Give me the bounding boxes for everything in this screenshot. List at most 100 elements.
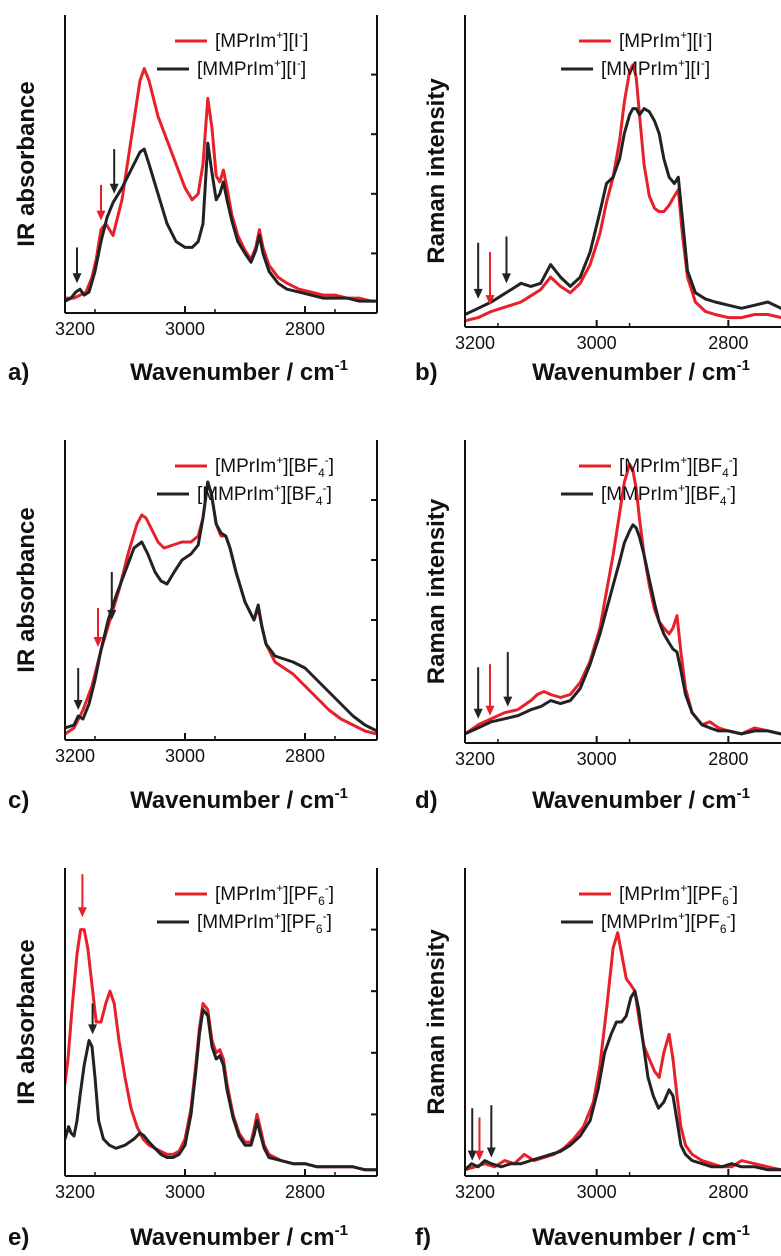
legend-end: ] bbox=[327, 912, 332, 933]
marker-arrow-head bbox=[467, 1150, 477, 1161]
x-axis-title-sup: -1 bbox=[737, 1222, 750, 1239]
x-axis-title-sup: -1 bbox=[335, 1222, 348, 1239]
x-tick-label: 3200 bbox=[55, 1182, 95, 1202]
legend-sup2: - bbox=[727, 909, 731, 923]
series-line-2 bbox=[65, 480, 377, 733]
x-tick-label: 2800 bbox=[285, 319, 325, 339]
legend-mid: ][PF bbox=[283, 884, 318, 905]
legend-entry: [MPrIm+][BF4-] bbox=[619, 453, 738, 480]
legend-mid: ][I bbox=[281, 59, 297, 80]
x-axis-title-text: Wavenumber / cm bbox=[532, 787, 737, 814]
legend-name: [MMPrIm bbox=[197, 912, 274, 933]
x-tick-label: 2800 bbox=[285, 746, 325, 766]
y-axis-title: Raman intensity bbox=[423, 929, 450, 1115]
series-line-2 bbox=[65, 1008, 377, 1172]
legend-sup: + bbox=[680, 881, 687, 895]
legend-name: [MMPrIm bbox=[197, 59, 274, 80]
y-axis-title: Raman intensity bbox=[423, 78, 450, 264]
legend-sup: + bbox=[276, 28, 283, 42]
legend-mid: ][I bbox=[685, 59, 701, 80]
legend-sup2: - bbox=[299, 28, 303, 42]
legend-sup: + bbox=[678, 909, 685, 923]
panel-tag: e) bbox=[8, 1224, 29, 1251]
marker-arrow-head bbox=[93, 637, 103, 647]
series-line-2 bbox=[465, 989, 781, 1172]
legend-entry: [MPrIm+][PF6-] bbox=[215, 881, 334, 908]
series-line-1 bbox=[65, 928, 377, 1172]
legend-name: [MPrIm bbox=[619, 884, 680, 905]
marker-arrow-head bbox=[485, 705, 495, 716]
legend-mid: ][PF bbox=[685, 912, 720, 933]
legend-sup2: - bbox=[323, 909, 327, 923]
legend-end: ] bbox=[301, 59, 306, 80]
legend-end: ] bbox=[303, 31, 308, 52]
y-axis-title: Raman intensity bbox=[423, 498, 450, 684]
x-axis-title-sup: -1 bbox=[737, 357, 750, 374]
x-axis-title-text: Wavenumber / cm bbox=[130, 787, 335, 814]
legend-sup: + bbox=[680, 453, 687, 467]
legend-sup: + bbox=[276, 881, 283, 895]
marker-arrow-head bbox=[72, 273, 82, 284]
legend-name: [MPrIm bbox=[215, 31, 276, 52]
x-axis-title-text: Wavenumber / cm bbox=[532, 359, 737, 386]
legend-mid: ][PF bbox=[687, 884, 722, 905]
legend-sup: + bbox=[680, 28, 687, 42]
legend-sup2: - bbox=[323, 481, 327, 495]
series-line-2 bbox=[465, 523, 781, 736]
legend-sup: + bbox=[274, 481, 281, 495]
legend-end: ] bbox=[705, 59, 710, 80]
series-line-2 bbox=[65, 141, 377, 303]
marker-arrow-head bbox=[501, 273, 511, 284]
x-tick-label: 3000 bbox=[577, 1182, 617, 1202]
marker-arrow-head bbox=[96, 210, 106, 221]
marker-arrow-head bbox=[73, 700, 83, 710]
x-tick-label: 2800 bbox=[708, 749, 748, 769]
marker-arrow-head bbox=[109, 183, 119, 194]
marker-arrow-head bbox=[88, 1024, 98, 1035]
x-tick-label: 3000 bbox=[165, 1182, 205, 1202]
x-axis-title-text: Wavenumber / cm bbox=[130, 1224, 335, 1251]
x-axis-title: Wavenumber / cm-1 bbox=[532, 785, 750, 814]
x-axis-title-sup: -1 bbox=[335, 785, 348, 802]
legend-entry: [MPrIm+][PF6-] bbox=[619, 881, 738, 908]
x-tick-label: 3200 bbox=[455, 1182, 495, 1202]
legend-end: ] bbox=[731, 912, 736, 933]
x-axis-title: Wavenumber / cm-1 bbox=[532, 357, 750, 386]
legend-sub: 4 bbox=[722, 466, 729, 480]
legend-end: ] bbox=[731, 484, 736, 505]
series-line-1 bbox=[465, 462, 781, 736]
legend-mid: ][BF bbox=[283, 456, 318, 477]
x-axis-title: Wavenumber / cm-1 bbox=[130, 357, 348, 386]
legend-sub: 4 bbox=[720, 494, 727, 508]
legend-sup: + bbox=[276, 453, 283, 467]
legend-name: [MMPrIm bbox=[601, 59, 678, 80]
legend-sup2: - bbox=[297, 56, 301, 70]
legend-sup2: - bbox=[727, 481, 731, 495]
y-axis-title: IR absorbance bbox=[13, 81, 40, 246]
x-tick-label: 3000 bbox=[577, 749, 617, 769]
series-line-2 bbox=[465, 107, 781, 316]
legend-mid: ][BF bbox=[687, 456, 722, 477]
x-tick-label: 2800 bbox=[708, 333, 748, 353]
legend-sub: 6 bbox=[720, 922, 727, 936]
legend-name: [MPrIm bbox=[215, 884, 276, 905]
legend-mid: ][BF bbox=[685, 484, 720, 505]
marker-arrow-head bbox=[486, 1147, 496, 1158]
panel-c: 3200 3000 2800 Wavenumber / cm-1 IR absorban… bbox=[8, 440, 378, 814]
legend-name: [MPrIm bbox=[215, 456, 276, 477]
legend-end: ] bbox=[733, 456, 738, 477]
legend-end: ] bbox=[329, 884, 334, 905]
legend-entry: [MPrIm+][I-] bbox=[215, 28, 308, 52]
x-tick-label: 3000 bbox=[577, 333, 617, 353]
legend-end: ] bbox=[327, 484, 332, 505]
marker-arrow-head bbox=[107, 610, 117, 620]
legend-name: [MMPrIm bbox=[601, 912, 678, 933]
marker-arrow-head bbox=[503, 696, 513, 707]
legend-name: [MPrIm bbox=[619, 456, 680, 477]
x-axis-title: Wavenumber / cm-1 bbox=[532, 1222, 750, 1251]
panel-tag: d) bbox=[415, 787, 438, 814]
marker-arrow-head bbox=[474, 1150, 484, 1161]
legend-sup2: - bbox=[325, 881, 329, 895]
legend-entry: [MMPrIm+][BF4-] bbox=[197, 481, 332, 508]
legend-mid: ][I bbox=[687, 31, 703, 52]
